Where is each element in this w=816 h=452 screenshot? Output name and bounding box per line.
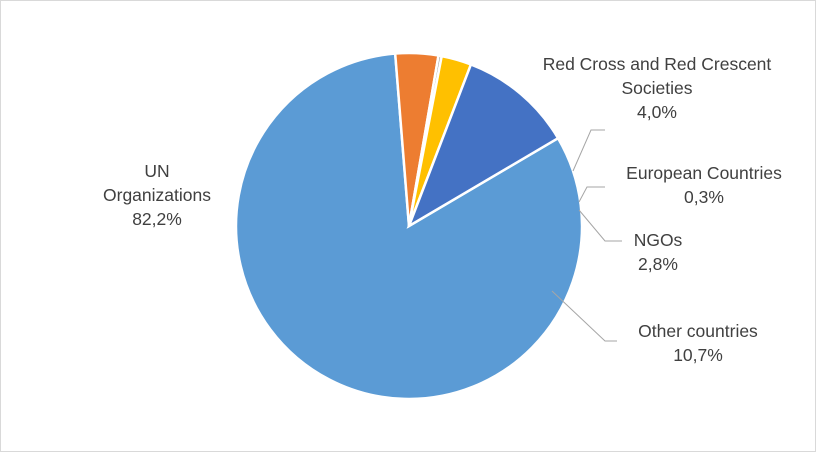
data-label-name: Other countries [638, 321, 758, 341]
leader-line [572, 129, 605, 172]
data-label-name: European Countries [626, 163, 782, 183]
data-label-name: UN [144, 161, 169, 181]
data-label-value: 82,2% [132, 209, 182, 229]
data-label-name: NGOs [634, 230, 683, 250]
leader-line [578, 209, 622, 242]
data-label: UN Organizations 82,2% [103, 161, 211, 229]
leader-line [578, 186, 605, 203]
data-label-value: 4,0% [637, 102, 677, 122]
data-label-name: Societies [621, 78, 692, 98]
data-label-value: 0,3% [684, 187, 724, 207]
slices-layer [234, 51, 584, 401]
leader-line [551, 290, 617, 342]
pie-slice-other-countries [406, 62, 560, 229]
data-label: NGOs 2,8% [634, 230, 683, 274]
data-label-name: Organizations [103, 185, 211, 205]
data-label: Other countries 10,7% [638, 321, 758, 365]
data-label-value: 2,8% [638, 254, 678, 274]
leader-lines-layer [551, 129, 622, 342]
data-label-name: Red Cross and Red Crescent [543, 54, 772, 74]
data-label: European Countries 0,3% [626, 163, 782, 207]
data-label-value: 10,7% [673, 345, 723, 365]
data-label: Red Cross and Red Crescent Societies 4,0% [543, 54, 772, 122]
data-labels-layer: UN Organizations 82,2% Red Cross and Red Cr… [103, 54, 782, 365]
